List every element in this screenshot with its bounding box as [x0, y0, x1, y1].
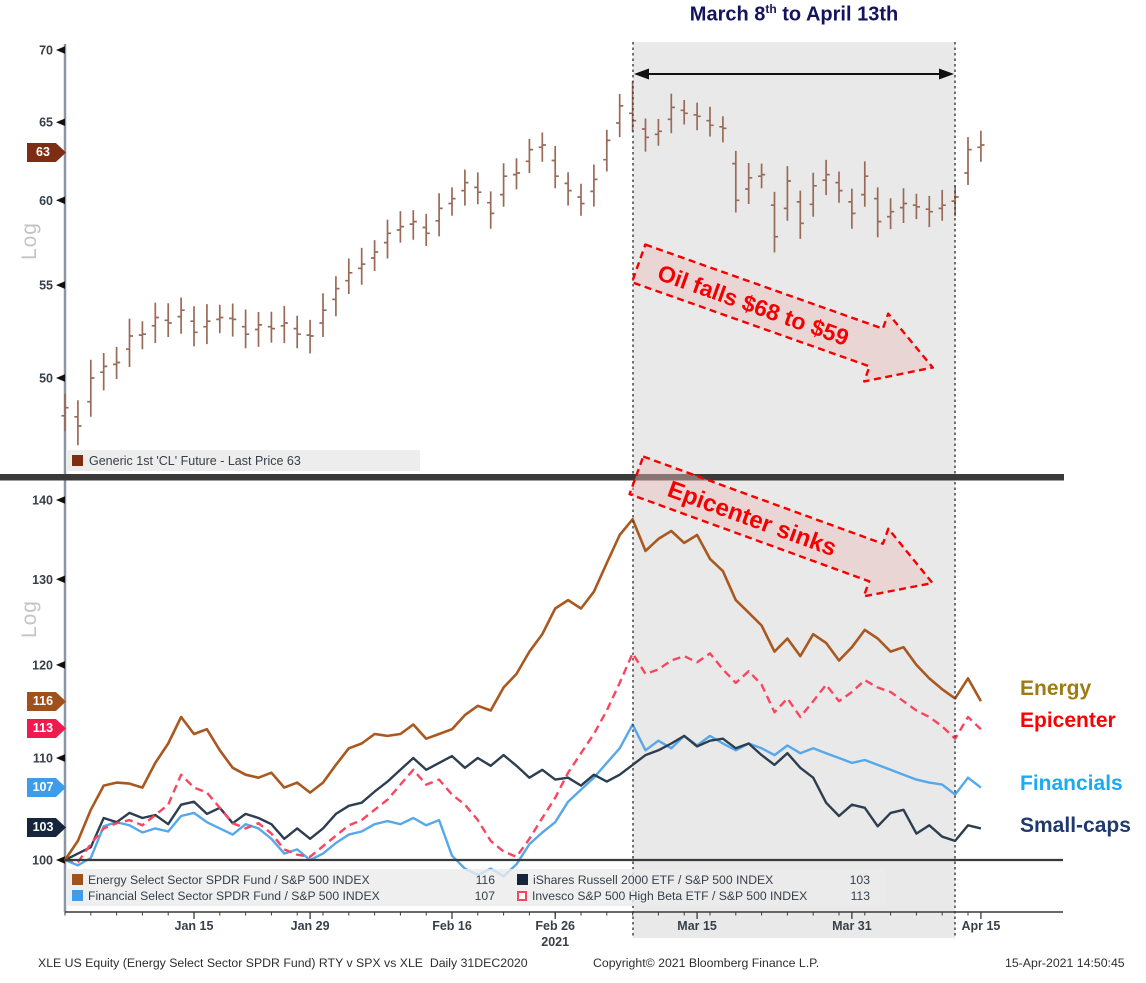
right-label-energy: Energy	[1020, 677, 1092, 700]
svg-text:Oil falls $68 to $59: Oil falls $68 to $59	[654, 259, 852, 351]
invesco-legend-label: Invesco S&P 500 High Beta ETF / S&P 500 …	[532, 888, 808, 903]
bottom-panel-legend: Energy Select Sector SPDR Fund / S&P 500…	[66, 869, 886, 906]
svg-text:55: 55	[39, 279, 53, 293]
invesco-legend-value: 113	[850, 888, 870, 903]
svg-text:110: 110	[33, 752, 53, 766]
invesco-legend-swatch-icon	[517, 890, 527, 901]
svg-text:100: 100	[32, 854, 53, 868]
energy-legend-label: Energy Select Sector SPDR Fund / S&P 500…	[88, 872, 370, 887]
series-epicenter	[64, 652, 982, 864]
title-superscript: th	[765, 2, 777, 16]
legend-item-russell: iShares Russell 2000 ETF / S&P 500 INDEX…	[511, 873, 886, 887]
highlight-region-shading	[633, 42, 955, 938]
svg-text:Feb 16: Feb 16	[432, 919, 472, 933]
footer-security-info: XLE US Equity (Energy Select Sector SPDR…	[38, 956, 528, 970]
svg-text:130: 130	[32, 573, 53, 587]
energy-legend-swatch-icon	[72, 874, 83, 885]
svg-text:120: 120	[32, 658, 53, 672]
svg-text:140: 140	[32, 494, 53, 508]
title-post: to April 13th	[776, 3, 899, 26]
right-label-epicenter: Epicenter	[1020, 709, 1116, 732]
financial-legend-label: Financial Select Sector SPDR Fund / S&P …	[88, 888, 380, 903]
x-axis-year-label: 2021	[541, 935, 569, 949]
legend-item-financial: Financial Select Sector SPDR Fund / S&P …	[66, 889, 511, 903]
right-label-financials: Financials	[1020, 772, 1123, 795]
svg-text:Jan 29: Jan 29	[291, 919, 330, 933]
legend-item-energy: Energy Select Sector SPDR Fund / S&P 500…	[66, 873, 511, 887]
svg-text:Mar 15: Mar 15	[677, 919, 717, 933]
series-smallcaps	[64, 734, 982, 862]
svg-text:65: 65	[39, 116, 53, 130]
axis-badge-energy: 116	[27, 692, 66, 711]
top-panel-legend: Generic 1st 'CL' Future - Last Price 63	[66, 450, 420, 471]
chart-title: March 8th to April 13th	[623, 2, 965, 27]
svg-text:60: 60	[39, 194, 53, 208]
svg-text:Apr 15: Apr 15	[961, 919, 1000, 933]
axis-badge-financials: 107	[27, 778, 66, 797]
footer-timestamp: 15-Apr-2021 14:50:45	[1005, 956, 1125, 970]
svg-text:Jan 15: Jan 15	[175, 919, 214, 933]
epicenter-sinks-arrow: Epicenter sinks	[628, 455, 934, 598]
oil-falls-arrow: Oil falls $68 to $59	[630, 243, 934, 383]
russell-legend-swatch-icon	[517, 874, 528, 885]
oil-legend-label: Generic 1st 'CL' Future - Last Price 63	[89, 453, 301, 468]
legend-item-invesco: Invesco S&P 500 High Beta ETF / S&P 500 …	[511, 889, 886, 903]
svg-text:Feb 26: Feb 26	[535, 919, 575, 933]
axis-badge-epicenter: 113	[27, 719, 66, 738]
footer-copyright: Copyright© 2021 Bloomberg Finance L.P.	[593, 956, 820, 970]
financial-legend-value: 107	[474, 888, 495, 903]
financial-legend-swatch-icon	[72, 890, 83, 901]
oil-legend-swatch-icon	[72, 455, 83, 466]
energy-legend-value: 116	[475, 872, 495, 887]
title-pre: March 8	[689, 3, 766, 26]
russell-legend-value: 103	[849, 872, 870, 887]
axis-badge-oil-last-price: 63	[27, 143, 66, 162]
date-range-arrow	[634, 68, 954, 80]
series-financials	[64, 723, 982, 878]
right-label-smallcaps: Small-caps	[1020, 814, 1131, 837]
svg-text:Mar 31: Mar 31	[832, 919, 872, 933]
russell-legend-label: iShares Russell 2000 ETF / S&P 500 INDEX	[533, 872, 774, 887]
series-energy	[63, 517, 983, 861]
axis-badge-smallcaps: 103	[27, 818, 66, 837]
svg-text:70: 70	[39, 44, 53, 58]
panel-divider	[0, 474, 1064, 481]
svg-text:50: 50	[39, 372, 53, 386]
